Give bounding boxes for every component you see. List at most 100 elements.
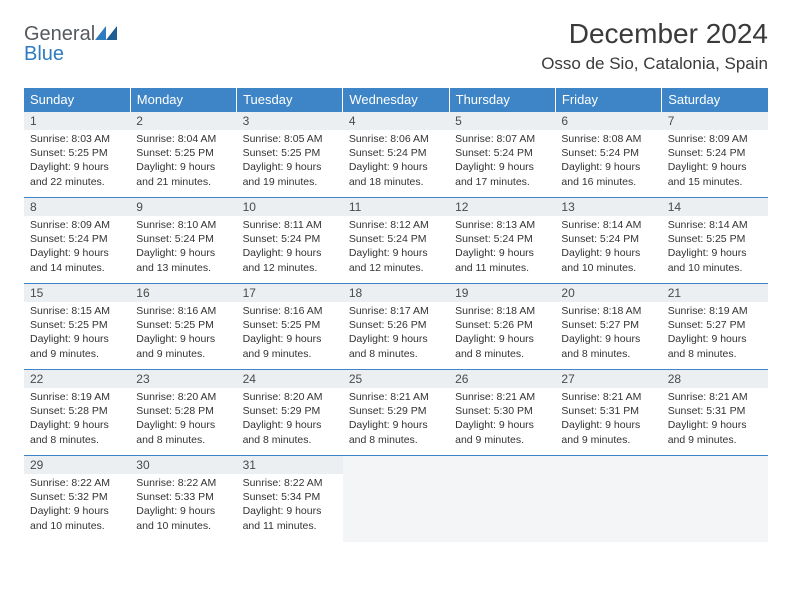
daylight-text: Daylight: 9 hours: [668, 246, 762, 260]
daylight-text: and 8 minutes.: [668, 347, 762, 361]
sunset-text: Sunset: 5:31 PM: [561, 404, 655, 418]
sunrise-text: Sunrise: 8:03 AM: [30, 132, 124, 146]
day-number: 4: [343, 112, 449, 130]
daylight-text: and 18 minutes.: [349, 175, 443, 189]
page-subtitle: Osso de Sio, Catalonia, Spain: [541, 54, 768, 74]
daylight-text: and 9 minutes.: [136, 347, 230, 361]
day-body: Sunrise: 8:19 AMSunset: 5:27 PMDaylight:…: [662, 302, 768, 365]
sunset-text: Sunset: 5:29 PM: [349, 404, 443, 418]
day-number: 20: [555, 284, 661, 302]
sunrise-text: Sunrise: 8:12 AM: [349, 218, 443, 232]
daylight-text: Daylight: 9 hours: [349, 246, 443, 260]
sunrise-text: Sunrise: 8:21 AM: [561, 390, 655, 404]
weekday-header: Thursday: [449, 88, 555, 112]
daylight-text: Daylight: 9 hours: [136, 160, 230, 174]
day-body: Sunrise: 8:08 AMSunset: 5:24 PMDaylight:…: [555, 130, 661, 193]
day-number: 22: [24, 370, 130, 388]
day-body: Sunrise: 8:15 AMSunset: 5:25 PMDaylight:…: [24, 302, 130, 365]
logo-blue: Blue: [24, 43, 64, 65]
day-body: Sunrise: 8:21 AMSunset: 5:31 PMDaylight:…: [662, 388, 768, 451]
day-cell: 12Sunrise: 8:13 AMSunset: 5:24 PMDayligh…: [449, 198, 555, 284]
title-wrap: December 2024 Osso de Sio, Catalonia, Sp…: [541, 18, 768, 74]
day-body: Sunrise: 8:17 AMSunset: 5:26 PMDaylight:…: [343, 302, 449, 365]
sunset-text: Sunset: 5:25 PM: [243, 146, 337, 160]
sunset-text: Sunset: 5:24 PM: [349, 146, 443, 160]
day-body: Sunrise: 8:11 AMSunset: 5:24 PMDaylight:…: [237, 216, 343, 279]
day-body: Sunrise: 8:06 AMSunset: 5:24 PMDaylight:…: [343, 130, 449, 193]
daylight-text: and 10 minutes.: [30, 519, 124, 533]
sunset-text: Sunset: 5:24 PM: [668, 146, 762, 160]
daylight-text: and 17 minutes.: [455, 175, 549, 189]
day-number: 1: [24, 112, 130, 130]
sunrise-text: Sunrise: 8:22 AM: [243, 476, 337, 490]
sunrise-text: Sunrise: 8:13 AM: [455, 218, 549, 232]
day-cell: 8Sunrise: 8:09 AMSunset: 5:24 PMDaylight…: [24, 198, 130, 284]
day-cell: [555, 456, 661, 542]
day-cell: 7Sunrise: 8:09 AMSunset: 5:24 PMDaylight…: [662, 112, 768, 198]
sunset-text: Sunset: 5:26 PM: [349, 318, 443, 332]
day-body: Sunrise: 8:14 AMSunset: 5:24 PMDaylight:…: [555, 216, 661, 279]
day-cell: 16Sunrise: 8:16 AMSunset: 5:25 PMDayligh…: [130, 284, 236, 370]
day-cell: 26Sunrise: 8:21 AMSunset: 5:30 PMDayligh…: [449, 370, 555, 456]
sunrise-text: Sunrise: 8:21 AM: [349, 390, 443, 404]
day-body: Sunrise: 8:21 AMSunset: 5:31 PMDaylight:…: [555, 388, 661, 451]
day-body: Sunrise: 8:20 AMSunset: 5:28 PMDaylight:…: [130, 388, 236, 451]
sunset-text: Sunset: 5:25 PM: [243, 318, 337, 332]
daylight-text: and 16 minutes.: [561, 175, 655, 189]
daylight-text: and 8 minutes.: [455, 347, 549, 361]
day-number: 11: [343, 198, 449, 216]
sunrise-text: Sunrise: 8:16 AM: [243, 304, 337, 318]
daylight-text: Daylight: 9 hours: [243, 504, 337, 518]
daylight-text: Daylight: 9 hours: [561, 418, 655, 432]
daylight-text: Daylight: 9 hours: [243, 160, 337, 174]
daylight-text: and 15 minutes.: [668, 175, 762, 189]
day-cell: 3Sunrise: 8:05 AMSunset: 5:25 PMDaylight…: [237, 112, 343, 198]
daylight-text: Daylight: 9 hours: [349, 418, 443, 432]
sunrise-text: Sunrise: 8:14 AM: [561, 218, 655, 232]
sunset-text: Sunset: 5:33 PM: [136, 490, 230, 504]
day-cell: [662, 456, 768, 542]
weekday-header: Tuesday: [237, 88, 343, 112]
day-cell: 2Sunrise: 8:04 AMSunset: 5:25 PMDaylight…: [130, 112, 236, 198]
daylight-text: Daylight: 9 hours: [668, 418, 762, 432]
day-number: 8: [24, 198, 130, 216]
sunset-text: Sunset: 5:25 PM: [30, 146, 124, 160]
day-body: Sunrise: 8:05 AMSunset: 5:25 PMDaylight:…: [237, 130, 343, 193]
day-number: 10: [237, 198, 343, 216]
daylight-text: Daylight: 9 hours: [455, 246, 549, 260]
day-number: 15: [24, 284, 130, 302]
daylight-text: and 8 minutes.: [349, 433, 443, 447]
day-number: 14: [662, 198, 768, 216]
day-body: Sunrise: 8:16 AMSunset: 5:25 PMDaylight:…: [130, 302, 236, 365]
sunrise-text: Sunrise: 8:20 AM: [243, 390, 337, 404]
day-body: Sunrise: 8:13 AMSunset: 5:24 PMDaylight:…: [449, 216, 555, 279]
daylight-text: and 10 minutes.: [136, 519, 230, 533]
week-row: 1Sunrise: 8:03 AMSunset: 5:25 PMDaylight…: [24, 112, 768, 198]
sunrise-text: Sunrise: 8:21 AM: [455, 390, 549, 404]
day-cell: 23Sunrise: 8:20 AMSunset: 5:28 PMDayligh…: [130, 370, 236, 456]
sunset-text: Sunset: 5:25 PM: [136, 318, 230, 332]
daylight-text: Daylight: 9 hours: [561, 160, 655, 174]
day-number: 26: [449, 370, 555, 388]
week-row: 22Sunrise: 8:19 AMSunset: 5:28 PMDayligh…: [24, 370, 768, 456]
sunset-text: Sunset: 5:24 PM: [349, 232, 443, 246]
weekday-header: Monday: [130, 88, 236, 112]
day-body: Sunrise: 8:20 AMSunset: 5:29 PMDaylight:…: [237, 388, 343, 451]
day-cell: 10Sunrise: 8:11 AMSunset: 5:24 PMDayligh…: [237, 198, 343, 284]
week-row: 29Sunrise: 8:22 AMSunset: 5:32 PMDayligh…: [24, 456, 768, 542]
daylight-text: Daylight: 9 hours: [455, 418, 549, 432]
day-number: 3: [237, 112, 343, 130]
day-cell: 13Sunrise: 8:14 AMSunset: 5:24 PMDayligh…: [555, 198, 661, 284]
daylight-text: Daylight: 9 hours: [30, 246, 124, 260]
logo-text: General Blue: [24, 24, 117, 64]
logo-mark-icon: [95, 26, 117, 40]
daylight-text: Daylight: 9 hours: [136, 504, 230, 518]
daylight-text: Daylight: 9 hours: [30, 504, 124, 518]
weekday-header: Saturday: [662, 88, 768, 112]
day-number: 2: [130, 112, 236, 130]
sunrise-text: Sunrise: 8:15 AM: [30, 304, 124, 318]
daylight-text: Daylight: 9 hours: [136, 246, 230, 260]
day-cell: [343, 456, 449, 542]
day-body: Sunrise: 8:09 AMSunset: 5:24 PMDaylight:…: [662, 130, 768, 193]
daylight-text: Daylight: 9 hours: [243, 418, 337, 432]
